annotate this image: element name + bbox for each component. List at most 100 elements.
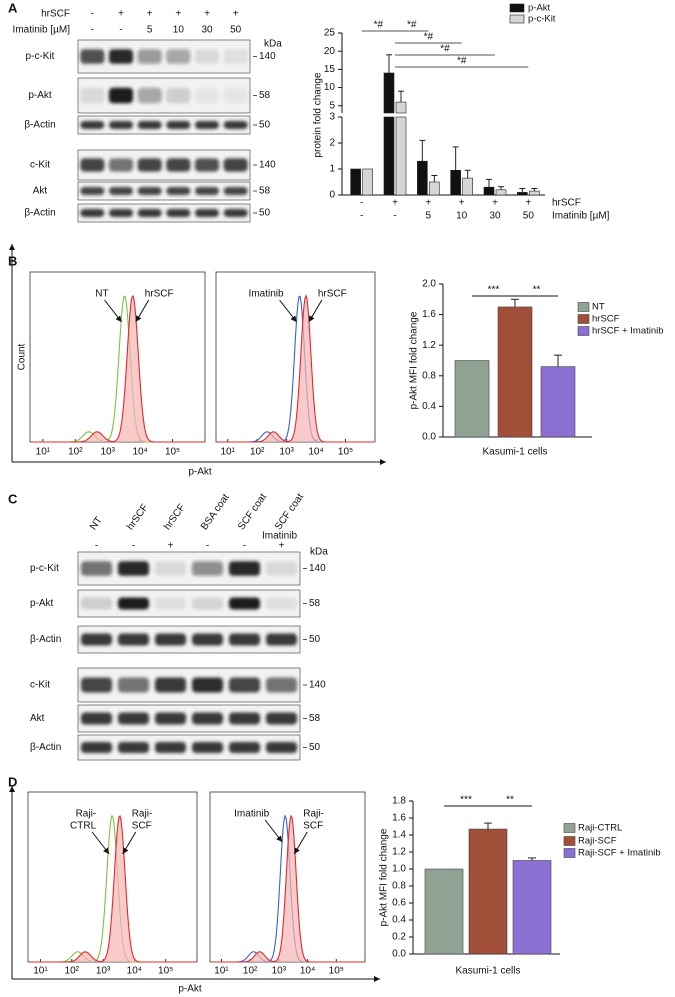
significance-label: ***	[460, 795, 472, 806]
curve-label: Raji-	[76, 809, 97, 820]
blot-band	[80, 121, 105, 129]
blot-band	[80, 742, 113, 753]
blot-band	[194, 187, 220, 195]
blot-band	[228, 742, 261, 753]
blot-band	[108, 49, 134, 64]
blot-band	[166, 49, 191, 64]
bar	[512, 860, 552, 955]
x-row-value: +	[392, 198, 398, 209]
curve-label: SCF	[303, 821, 323, 832]
kda-label: 50	[259, 208, 271, 219]
y-tick-label: 0.4	[392, 915, 406, 926]
x-row-value: 5	[426, 211, 432, 222]
blot-band	[223, 187, 248, 195]
histogram-curve	[29, 814, 196, 963]
blot-band	[137, 87, 162, 104]
blot-band	[108, 187, 134, 195]
treatment-level: 50	[230, 25, 242, 36]
blot-band	[108, 209, 134, 217]
curve-label: Imatinib	[249, 289, 284, 300]
kda-label: 140	[309, 563, 326, 574]
blot-band	[154, 677, 187, 693]
histogram-curve	[217, 295, 374, 443]
y-tick-label: 1.6	[392, 813, 406, 824]
x-tick-label: 10³	[96, 966, 111, 977]
y-tick-label: 1.8	[392, 796, 406, 807]
curve-label: NT	[95, 289, 108, 300]
blot-strip	[77, 667, 301, 703]
y-tick-label: 0.6	[392, 898, 406, 909]
blot-band	[80, 561, 113, 576]
blot-band	[108, 87, 134, 104]
treatment-label: hrSCF	[41, 9, 70, 20]
bar	[495, 189, 507, 196]
blot-band	[137, 158, 162, 172]
legend-swatch	[577, 302, 590, 312]
x-tick-label: 10²	[243, 966, 258, 977]
blot-band	[108, 121, 134, 129]
x-row-value: +	[525, 198, 531, 209]
legend-label: p-c-Kit	[528, 14, 556, 25]
blot-band	[137, 121, 162, 129]
x-category-label: Kasumi-1 cells	[455, 966, 520, 977]
x-tick-label: 10⁴	[300, 966, 315, 977]
treatment-level: +	[168, 541, 174, 552]
legend-label: hrSCF	[592, 314, 620, 325]
blot-band	[166, 87, 191, 104]
significance-label: **	[533, 285, 541, 296]
treatment-level: -	[91, 9, 94, 20]
curve-arrow	[122, 831, 137, 855]
treatment-level: +	[147, 9, 153, 20]
blot-band	[223, 121, 248, 129]
x-row-value: -	[360, 198, 363, 209]
x-row-value: +	[492, 198, 498, 209]
y-tick-label: 1.6	[422, 309, 436, 320]
lane-label: SCF coat	[236, 492, 269, 533]
x-category-label: Kasumi-1 cells	[482, 447, 547, 458]
flow-y-label: Count	[17, 343, 28, 370]
kda-label: 50	[309, 742, 321, 753]
blot-band	[80, 87, 105, 104]
lane-label: NT	[88, 515, 105, 532]
x-row-value: -	[393, 211, 396, 222]
blot-band	[194, 158, 220, 172]
y-tick-label: 20	[324, 46, 336, 57]
blot-row-label: β-Actin	[30, 742, 61, 753]
blot-band	[137, 209, 162, 217]
blot-row-label: c-Kit	[30, 680, 50, 691]
treatment-level: +	[279, 541, 285, 552]
blot-band	[80, 209, 105, 217]
kda-label: 140	[259, 160, 276, 171]
treatment-level: +	[175, 9, 181, 20]
lane-label: SCF coat	[273, 492, 306, 533]
curve-arrow	[91, 831, 110, 855]
blot-band	[166, 209, 191, 217]
blot-band	[194, 49, 220, 64]
blot-strip	[77, 551, 301, 586]
y-tick-label: 15	[324, 64, 336, 75]
blot-band	[191, 561, 224, 576]
x-row-label: hrSCF	[552, 198, 581, 209]
y-tick-label: 1	[329, 164, 335, 175]
blot-row-label: p-Akt	[30, 598, 54, 609]
curve-arrow	[293, 831, 308, 855]
kda-label: 58	[309, 598, 321, 609]
x-row-value: +	[459, 198, 465, 209]
blot-band	[166, 158, 191, 172]
bar	[462, 177, 473, 196]
x-tick-label: 10²	[250, 447, 265, 458]
blot-band	[117, 677, 150, 693]
significance-label: *#	[374, 20, 384, 31]
blot-band	[194, 87, 220, 104]
blot-band	[191, 633, 224, 646]
blot-strip	[77, 589, 301, 618]
blot-row-label: p-c-Kit	[26, 51, 55, 62]
blot-strip	[77, 115, 251, 135]
blot-strip	[77, 734, 301, 761]
blot-band	[166, 187, 191, 195]
x-row-value: +	[425, 198, 431, 209]
y-tick-label: 0.0	[392, 949, 406, 960]
y-tick-label: 1.2	[392, 847, 406, 858]
bar	[362, 168, 373, 196]
bar	[497, 306, 533, 438]
